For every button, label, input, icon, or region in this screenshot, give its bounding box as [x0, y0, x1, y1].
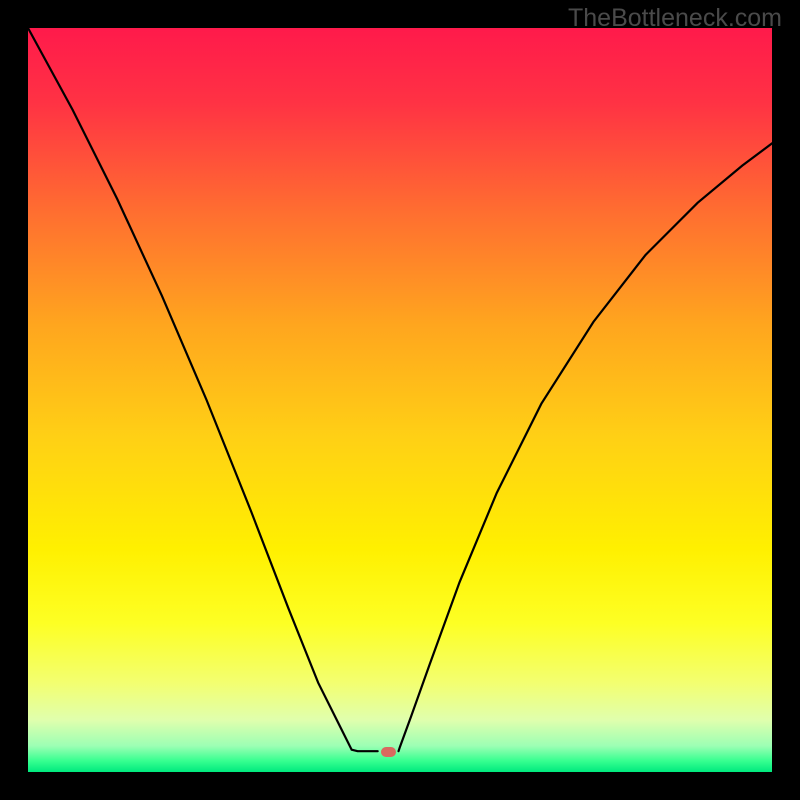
- plot-area: [28, 28, 772, 772]
- source-watermark: TheBottleneck.com: [568, 4, 782, 33]
- chart-frame: TheBottleneck.com: [0, 0, 800, 800]
- curve-right-branch: [399, 143, 772, 751]
- bottleneck-curve: [28, 28, 772, 772]
- curve-left-branch: [28, 28, 378, 751]
- optimum-marker: [381, 747, 396, 757]
